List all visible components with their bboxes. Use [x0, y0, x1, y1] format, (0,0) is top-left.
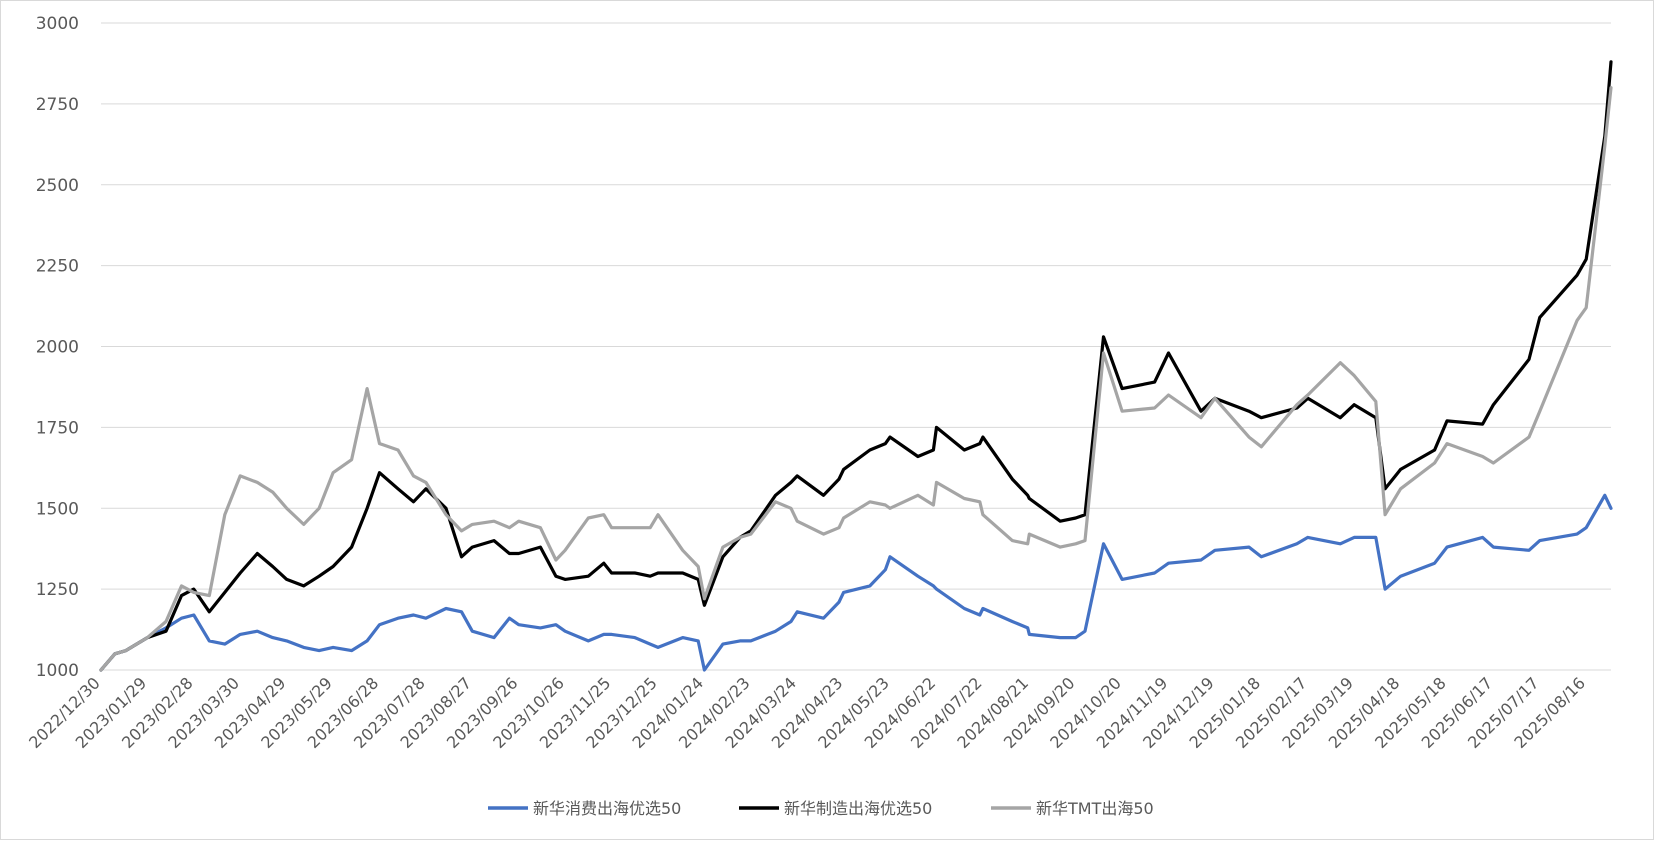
y-tick-label: 2250	[36, 257, 79, 277]
y-tick-label: 2750	[36, 95, 79, 115]
y-tick-label: 2500	[36, 176, 79, 196]
y-tick-label: 1500	[36, 499, 79, 519]
y-axis-ticks: 1000 1250 1500 1750 2000 2250 2500 2750 3000	[36, 14, 79, 681]
legend-label: 新华消费出海优选50	[533, 799, 681, 818]
series-lines	[99, 60, 1613, 672]
series-line-1	[99, 493, 1613, 672]
y-tick-label: 1750	[36, 418, 79, 438]
x-axis-ticks: 2022/12/302023/01/292023/02/282023/03/30…	[25, 673, 1589, 752]
series-line-2	[99, 60, 1613, 672]
legend-label: 新华TMT出海50	[1036, 799, 1154, 818]
legend: 新华消费出海优选50 新华制造出海优选50 新华TMT出海50	[488, 799, 1154, 818]
y-tick-label: 2000	[36, 338, 79, 358]
y-tick-label: 1250	[36, 580, 79, 600]
legend-label: 新华制造出海优选50	[784, 799, 932, 818]
series-line-3	[99, 86, 1613, 672]
y-tick-label: 3000	[36, 14, 79, 34]
grid-lines	[101, 22, 1611, 671]
y-tick-label: 1000	[36, 661, 79, 681]
